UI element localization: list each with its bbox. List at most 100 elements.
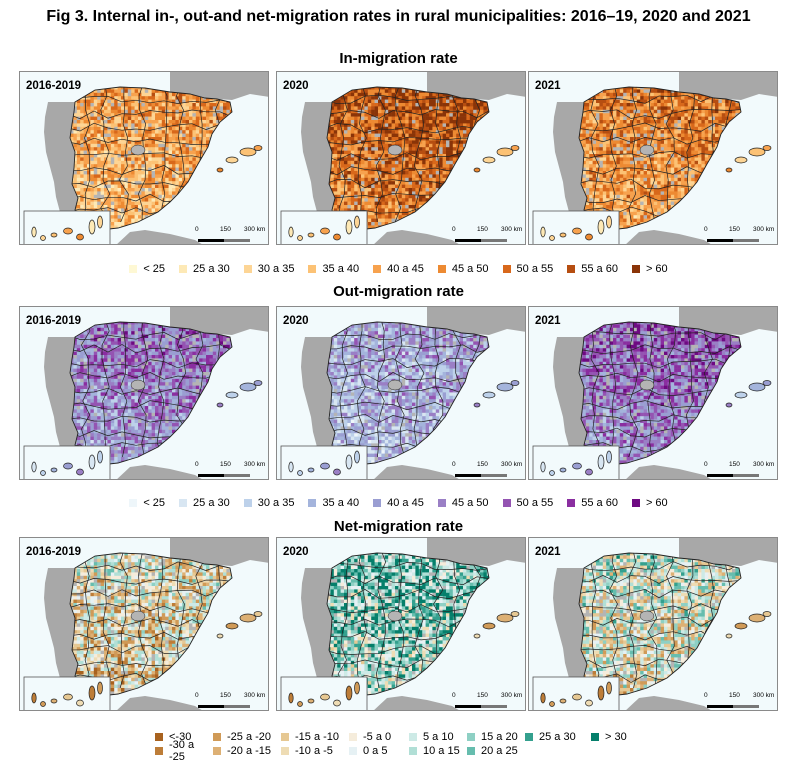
- in-map-2020: [280, 72, 525, 244]
- canary-island: [549, 470, 555, 476]
- legend-swatch: [409, 733, 417, 741]
- spain-outline: [326, 86, 490, 231]
- canary-island: [50, 698, 58, 704]
- madrid-area: [387, 610, 403, 622]
- legend-label: 25 a 30: [193, 497, 230, 509]
- legend-swatch: [129, 499, 138, 507]
- balearic-island: [725, 633, 733, 639]
- scale-tick-label: 0: [704, 461, 708, 468]
- municipality-choropleth: [579, 87, 741, 230]
- scale-tick-label: 150: [220, 461, 231, 468]
- balearic-island: [473, 402, 481, 408]
- madrid-area: [130, 379, 146, 391]
- legend-label: 45 a 50: [451, 263, 489, 275]
- canary-island: [585, 699, 593, 707]
- balearic-island: [725, 167, 733, 173]
- legend-swatch: [155, 733, 163, 741]
- net-map-panel-2021: 2021 0 150 300 km: [528, 537, 778, 711]
- canary-island: [88, 685, 96, 701]
- balearic-island: [734, 391, 748, 399]
- canary-island: [31, 461, 37, 473]
- canary-island: [572, 462, 582, 470]
- legend-item: 35 a 40: [308, 497, 359, 509]
- legend-item: -15 a -10: [281, 731, 349, 743]
- balearic-island: [762, 145, 772, 151]
- legend-swatch: [179, 265, 188, 273]
- canary-island: [345, 454, 353, 470]
- portugal-land: [553, 568, 587, 688]
- out-section-title: Out-migration rate: [333, 283, 464, 300]
- legend-swatch: [129, 265, 138, 273]
- balearic-island: [748, 613, 766, 623]
- canary-island: [606, 450, 612, 464]
- scale-tick-label: 0: [452, 692, 456, 699]
- scale-tick-label: 300 km: [501, 692, 523, 699]
- out-legend: < 25 25 a 30 30 a 35 35 a 40 40 a 45 45 a 50 5…: [0, 497, 797, 509]
- canary-island: [354, 681, 360, 695]
- legend-item: 45 a 50: [437, 497, 489, 509]
- scale-tick-label: 300 km: [244, 692, 266, 699]
- legend-swatch: [373, 499, 382, 507]
- net-map-panel-2020: 2020 0 150 300 km: [276, 537, 526, 711]
- out-map-panel-2020: 2020 0 150 300 km: [276, 306, 526, 480]
- municipality-choropleth: [579, 553, 741, 696]
- legend-label: -30 a -25: [169, 739, 195, 763]
- canary-island: [320, 693, 330, 701]
- canary-island: [585, 468, 593, 476]
- legend-item: 25 a 30: [179, 263, 230, 275]
- balearic-island: [510, 380, 520, 386]
- legend-label: 45 a 50: [451, 497, 489, 509]
- balearic-island: [225, 156, 239, 164]
- scale-tick-label: 300 km: [244, 226, 266, 233]
- scale-tick-label: 300 km: [753, 692, 775, 699]
- canary-island: [572, 227, 582, 235]
- france-land: [170, 72, 268, 100]
- canary-island: [559, 232, 567, 238]
- legend-label: 30 a 35: [257, 263, 295, 275]
- legend-label: 55 a 60: [581, 263, 618, 275]
- canary-island: [307, 232, 315, 238]
- balearic-island: [734, 156, 748, 164]
- panel-label: 2016-2019: [26, 80, 81, 92]
- spain-outline: [326, 321, 490, 466]
- canary-island: [307, 467, 315, 473]
- canary-island: [50, 232, 58, 238]
- portugal-land: [44, 102, 78, 222]
- municipality-choropleth: [327, 553, 489, 696]
- panel-label: 2021: [535, 315, 561, 327]
- legend-item: > 30: [591, 731, 647, 743]
- legend-label: -10 a -5: [295, 745, 333, 757]
- canary-island: [288, 692, 294, 704]
- legend-item: -5 a 0: [349, 731, 409, 743]
- canary-island: [606, 681, 612, 695]
- scale-tick-label: 150: [729, 461, 740, 468]
- legend-label: 5 a 10: [423, 731, 454, 743]
- scale-tick-label: 300 km: [753, 226, 775, 233]
- scale-bar: [198, 239, 250, 242]
- legend-label: > 60: [645, 497, 668, 509]
- canary-island: [297, 470, 303, 476]
- canary-island: [572, 693, 582, 701]
- municipality-choropleth: [70, 553, 232, 696]
- scale-tick-label: 0: [452, 461, 456, 468]
- balearic-island: [748, 147, 766, 157]
- panel-label: 2021: [535, 546, 561, 558]
- legend-item: -25 a -20: [213, 731, 281, 743]
- legend-label: -20 a -15: [227, 745, 272, 757]
- legend-label: 15 a 20: [481, 731, 518, 743]
- canary-island: [320, 462, 330, 470]
- balearic-island: [473, 167, 481, 173]
- canary-island: [597, 219, 605, 235]
- legend-swatch: [409, 747, 417, 755]
- canary-island: [333, 699, 341, 707]
- legend-swatch: [373, 265, 382, 273]
- balearic-island: [734, 622, 748, 630]
- scale-bar: [707, 239, 759, 242]
- canary-island: [320, 227, 330, 235]
- legend-swatch: [567, 265, 576, 273]
- canary-island: [559, 698, 567, 704]
- municipality-choropleth: [70, 87, 232, 230]
- canary-island: [540, 692, 546, 704]
- legend-swatch: [525, 733, 533, 741]
- legend-item: 35 a 40: [308, 263, 359, 275]
